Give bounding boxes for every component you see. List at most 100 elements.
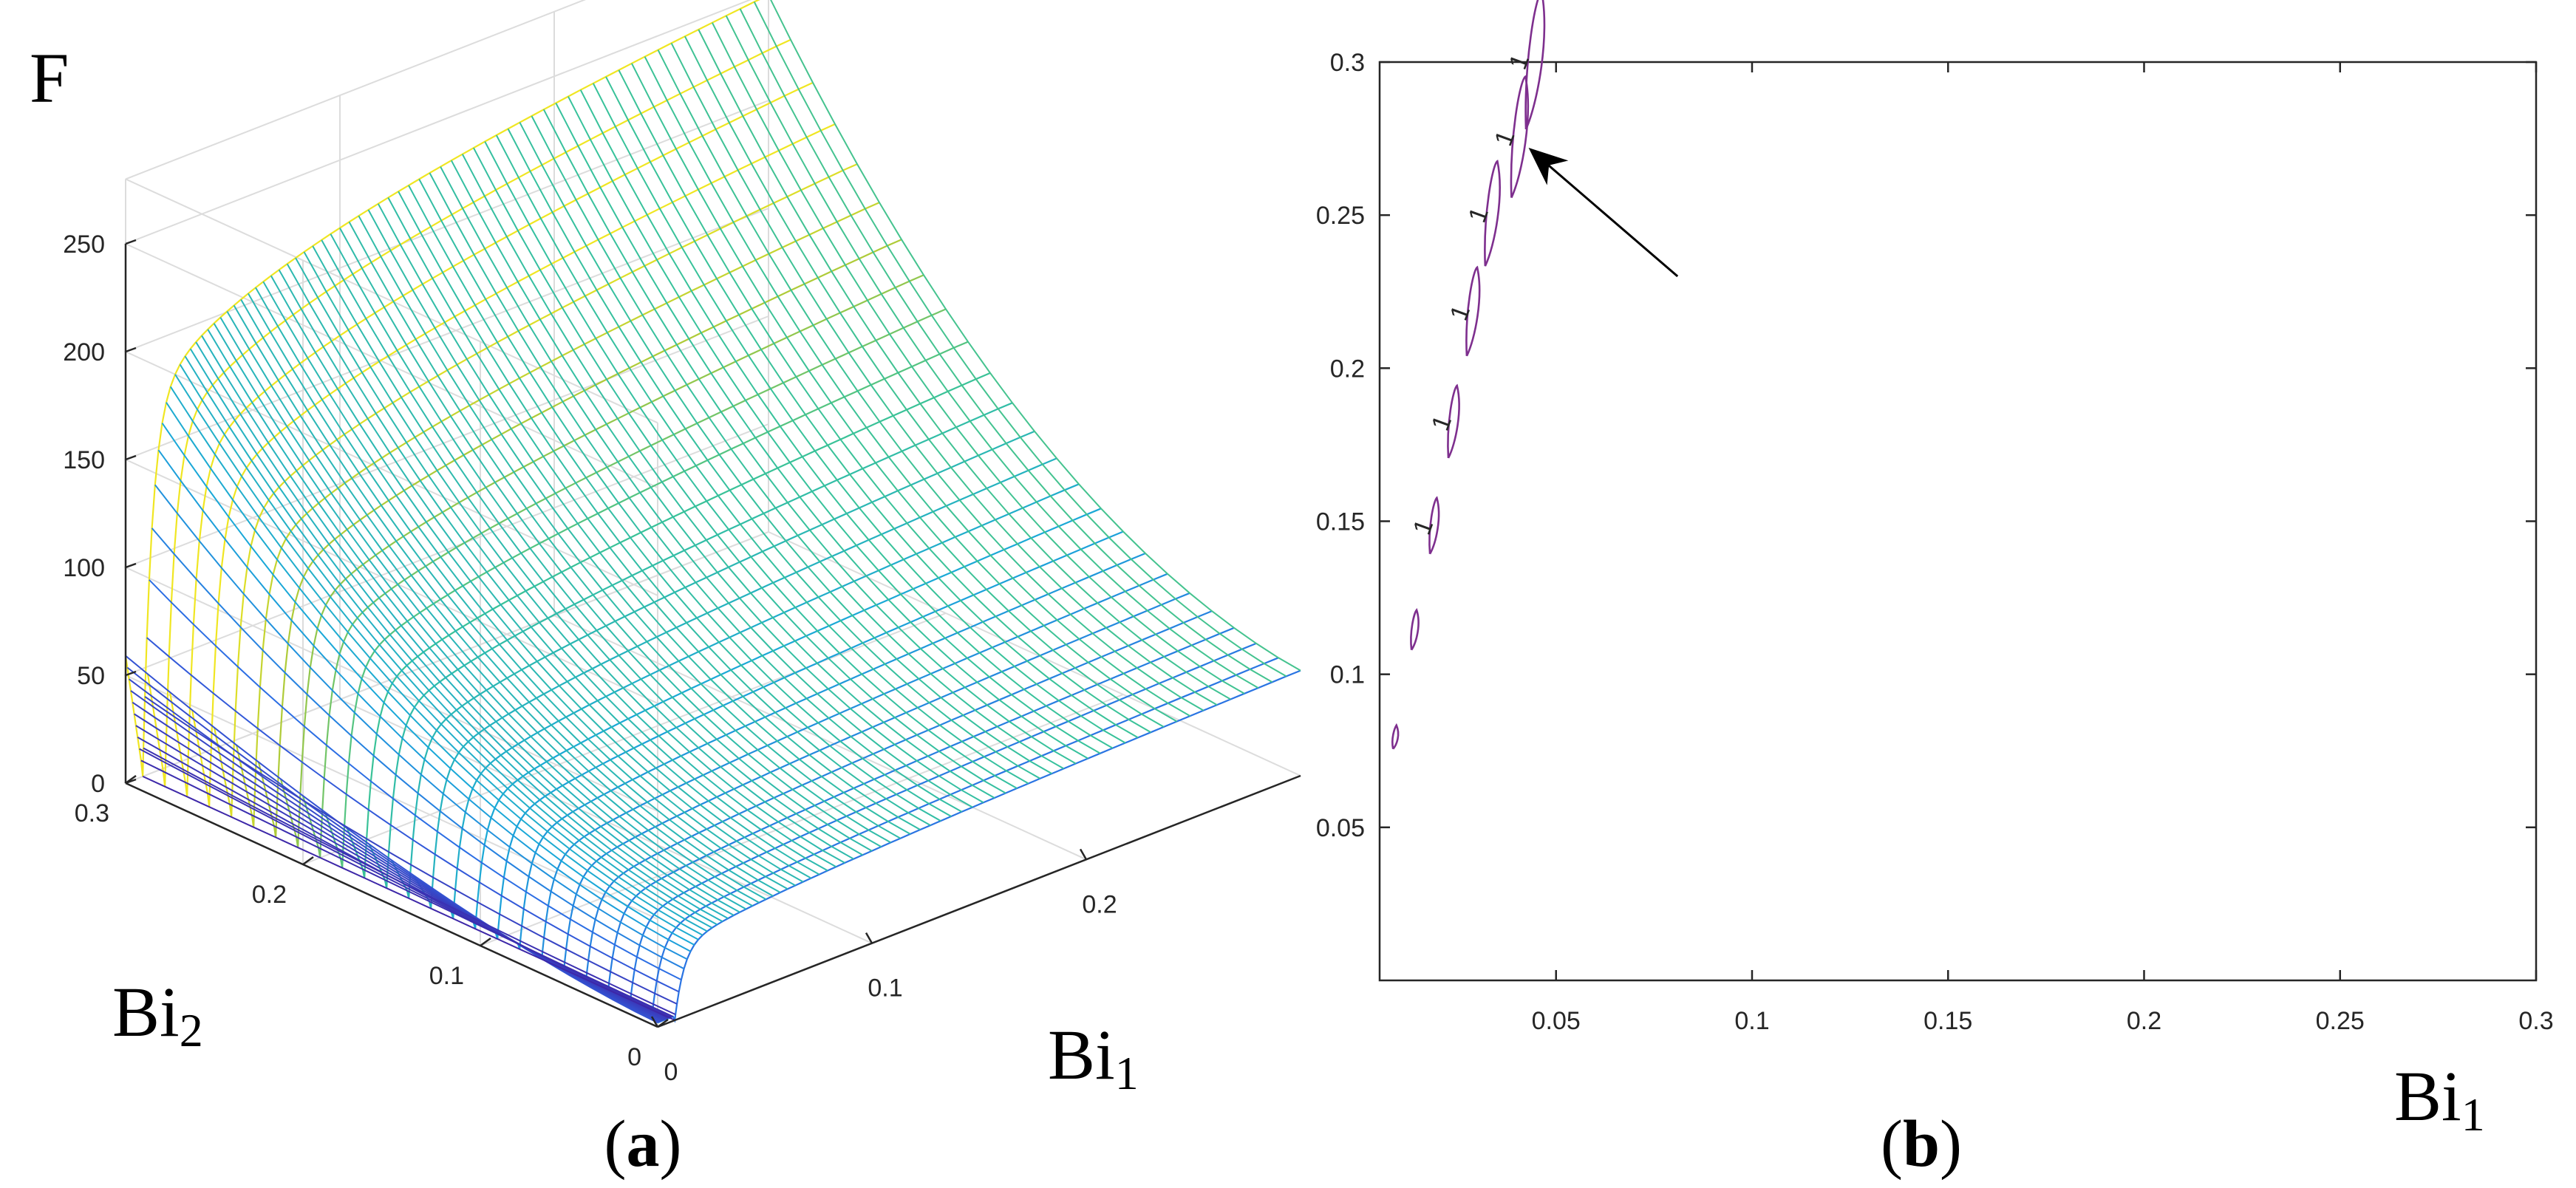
mesh-line-x bbox=[531, 115, 1064, 770]
mesh-line-x bbox=[712, 22, 1245, 694]
tick-y bbox=[480, 937, 491, 947]
tick-label-x: 0.3 bbox=[2518, 1007, 2553, 1035]
panel-a-zlabel: F bbox=[30, 38, 69, 117]
mesh-line-x bbox=[429, 172, 962, 813]
mesh-line-y bbox=[657, 669, 1301, 1024]
mesh-line-x bbox=[348, 221, 882, 847]
tick-label-z: 100 bbox=[63, 554, 105, 582]
mesh-line-x bbox=[644, 56, 1178, 723]
tick-label-y: 0.2 bbox=[252, 881, 287, 909]
mesh-line-x bbox=[189, 348, 723, 923]
mesh-line-x bbox=[226, 310, 760, 904]
mesh-line-x bbox=[125, 655, 658, 1024]
mesh-line-x bbox=[568, 96, 1101, 754]
mesh-line-x bbox=[312, 245, 845, 864]
mesh-line-x bbox=[201, 335, 735, 916]
tick-label-z: 200 bbox=[63, 338, 105, 366]
mesh-line-x bbox=[339, 228, 873, 852]
tick-label-y: 0.3 bbox=[1330, 49, 1365, 77]
mesh-line-x bbox=[255, 287, 788, 890]
mesh-line-x bbox=[330, 233, 863, 856]
mesh-line-x bbox=[631, 63, 1165, 728]
mesh-line-x bbox=[233, 304, 767, 901]
tick-label-y: 0.2 bbox=[1330, 355, 1365, 383]
mesh-line-y bbox=[191, 123, 836, 808]
tick-y bbox=[125, 774, 137, 785]
panel-a-ylabel: Bi2 bbox=[112, 972, 203, 1056]
mesh-line-x bbox=[450, 160, 984, 804]
mesh-line-x bbox=[195, 341, 729, 919]
tick-label-y: 0.1 bbox=[1330, 661, 1365, 689]
tick-label-x: 0.15 bbox=[1924, 1007, 1972, 1035]
mesh-line-x bbox=[387, 197, 921, 830]
panel-b-ticks: 0.05 0.1 0.15 0.2 0.25 0.3 0.05 0.1 0.15 0.2 0.25 0… bbox=[1316, 49, 2554, 1035]
mesh-line-x bbox=[184, 355, 718, 926]
mesh-line-x bbox=[262, 281, 796, 887]
mesh-line-x bbox=[555, 103, 1088, 759]
mesh-line-x bbox=[495, 134, 1029, 785]
mesh-line-x bbox=[770, 0, 1301, 672]
mesh-line-x bbox=[321, 239, 854, 860]
tick-label-y: 0.1 bbox=[429, 962, 464, 990]
contour-line bbox=[1447, 383, 1460, 459]
mesh-line-x bbox=[618, 69, 1151, 734]
mesh-line-x bbox=[154, 484, 688, 960]
mesh-line-x bbox=[484, 141, 1018, 789]
panel-a-caption: (a) bbox=[604, 1107, 682, 1181]
panel-a-grid bbox=[123, 0, 1301, 1028]
mesh-line-x bbox=[169, 386, 703, 936]
mesh-line-x bbox=[753, 1, 1287, 677]
contour-line bbox=[1510, 75, 1530, 199]
tick-label-y: 0.05 bbox=[1316, 814, 1365, 842]
mesh-line-x bbox=[542, 109, 1077, 765]
tick-z bbox=[125, 346, 137, 353]
gridline-floor-x bbox=[339, 698, 873, 944]
mesh-line-x bbox=[507, 128, 1040, 779]
mesh-line-x bbox=[657, 50, 1190, 717]
panel-b-xlabel: Bi1 bbox=[2394, 1056, 2485, 1141]
mesh-line-x bbox=[149, 579, 682, 980]
mesh-line-x bbox=[739, 8, 1273, 683]
mesh-line-x bbox=[519, 122, 1052, 774]
mesh-line-y bbox=[124, 0, 760, 777]
contour-level-label: 1 bbox=[1463, 203, 1494, 226]
tick-label-z: 150 bbox=[63, 446, 105, 474]
axis-x bbox=[657, 774, 1301, 1028]
mesh-line-x bbox=[142, 775, 675, 1021]
axis-y bbox=[125, 782, 658, 1028]
tick-z bbox=[125, 670, 137, 677]
mesh-line-x bbox=[698, 29, 1231, 700]
tick-label-x: 0 bbox=[664, 1058, 678, 1086]
mesh-line-x bbox=[219, 317, 753, 907]
contour-line bbox=[1391, 723, 1400, 750]
mesh-line-x bbox=[286, 263, 820, 875]
tick-label-x: 0.1 bbox=[868, 974, 902, 1003]
panel-a-tick-labels: 0 50 100 150 200 250 0 0.1 0.2 0 0.1 0.2 0.3 bbox=[63, 231, 1117, 1086]
tick-z bbox=[125, 454, 137, 461]
mesh-line-x bbox=[140, 759, 674, 1017]
mesh-line-x bbox=[144, 696, 678, 1005]
mesh-line-x bbox=[143, 747, 676, 1016]
contour-level-label: 1 bbox=[1408, 516, 1439, 539]
contour-level-label: 1 bbox=[1489, 127, 1520, 150]
mesh-line-x bbox=[146, 637, 680, 993]
contour-line bbox=[1410, 608, 1420, 651]
mesh-line-x bbox=[418, 179, 952, 817]
tick-z bbox=[125, 239, 137, 245]
mesh-line-x bbox=[240, 298, 774, 897]
tick-label-y: 0.25 bbox=[1316, 202, 1365, 230]
gridline-box-top bbox=[125, 178, 658, 424]
mesh-line-x bbox=[579, 89, 1114, 749]
mesh-line-x bbox=[161, 423, 695, 946]
mesh-line-x bbox=[295, 257, 828, 872]
mesh-line-x bbox=[207, 329, 740, 913]
panel-b-arrow bbox=[1528, 148, 1679, 278]
mesh-line-x bbox=[248, 293, 781, 893]
mesh-line-x bbox=[130, 690, 664, 1022]
tick-label-y: 0 bbox=[627, 1043, 641, 1071]
mesh-line-x bbox=[398, 191, 931, 826]
mesh-line-x bbox=[473, 147, 1006, 794]
contour-line bbox=[1484, 160, 1501, 267]
mesh-line-x bbox=[126, 666, 660, 1023]
